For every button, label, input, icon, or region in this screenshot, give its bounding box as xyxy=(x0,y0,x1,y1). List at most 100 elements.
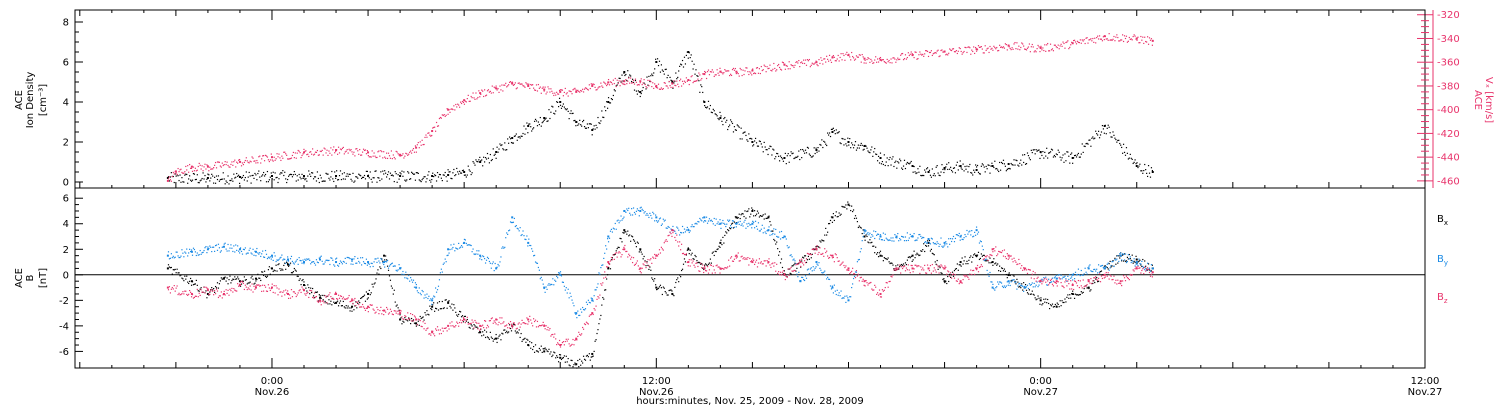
by-dot xyxy=(775,228,777,231)
ion-density-dot xyxy=(1103,132,1105,134)
by-point xyxy=(335,261,338,264)
top-right-tick-label: -440 xyxy=(1437,153,1460,164)
by-dot xyxy=(911,235,913,237)
vx-dot xyxy=(1103,38,1105,41)
by-dot xyxy=(914,239,916,242)
bx-dot xyxy=(640,251,642,253)
bx-dot xyxy=(408,317,410,319)
ion-density-dot xyxy=(625,73,627,76)
bz-dot xyxy=(614,252,616,255)
bz-dot xyxy=(421,325,423,328)
bx-dot xyxy=(739,217,741,220)
ion-density-dot xyxy=(183,181,185,183)
bz-dot xyxy=(312,296,314,299)
vx-dot xyxy=(358,153,360,155)
vx-dot xyxy=(888,59,890,62)
by-dot xyxy=(1106,263,1108,265)
ion-density-dot xyxy=(637,90,639,92)
bx-dot xyxy=(992,264,994,266)
by-dot xyxy=(559,271,562,273)
bx-dot xyxy=(1135,255,1137,257)
bz-dot xyxy=(316,300,319,302)
vx-dot xyxy=(518,82,520,84)
vx-dot xyxy=(209,166,211,168)
bx-dot xyxy=(1001,267,1004,270)
bx-dot xyxy=(600,314,602,317)
by-dot xyxy=(1112,260,1114,263)
bx-dot xyxy=(629,234,631,236)
by-dot xyxy=(393,265,395,267)
by-dot xyxy=(481,259,483,261)
by-dot xyxy=(451,248,453,250)
vx-dot xyxy=(181,171,183,174)
by-dot xyxy=(643,212,645,214)
bz-dot xyxy=(247,287,249,289)
by-dot xyxy=(642,209,644,212)
by-dot xyxy=(1075,274,1078,276)
ion-density-dot xyxy=(906,161,908,164)
vx-dot xyxy=(418,147,420,149)
by-dot xyxy=(449,248,451,251)
ion-density-dot xyxy=(275,177,277,179)
ion-density-dot xyxy=(469,170,471,172)
by-dot xyxy=(1113,265,1115,268)
bz-dot xyxy=(233,287,235,290)
ion-density-dot xyxy=(919,165,921,167)
ion-density-dot xyxy=(855,149,858,151)
vx-dot xyxy=(279,157,281,159)
ion-density-dot xyxy=(229,179,231,182)
vx-dot xyxy=(783,64,785,66)
vx-dot xyxy=(1092,37,1094,40)
bx-dot xyxy=(349,310,351,312)
bx-dot xyxy=(1042,303,1044,305)
by-point xyxy=(831,286,834,289)
by-dot xyxy=(1018,283,1020,285)
vx-dot xyxy=(724,69,726,71)
ion-density-dot xyxy=(283,174,285,177)
ion-density-dot xyxy=(1027,154,1030,157)
vx-dot xyxy=(195,170,197,172)
by-dot xyxy=(1053,277,1055,279)
ion-density-dot xyxy=(1049,151,1052,153)
vx-dot xyxy=(844,59,846,61)
bz-dot xyxy=(168,286,171,288)
bx-dot xyxy=(488,338,491,340)
by-dot xyxy=(273,252,275,254)
bz-dot xyxy=(425,329,427,331)
vx-dot xyxy=(260,162,262,164)
bx-dot xyxy=(359,302,361,304)
bz-dot xyxy=(623,246,625,248)
ion-density-dot xyxy=(705,107,708,109)
ion-density-dot xyxy=(852,147,855,149)
vx-dot xyxy=(545,93,547,95)
bz-dot xyxy=(469,322,471,325)
by-dot xyxy=(544,291,546,293)
vx-dot xyxy=(1009,47,1011,50)
by-dot xyxy=(1019,282,1021,285)
vx-dot xyxy=(597,87,599,89)
ion-density-dot xyxy=(622,80,624,82)
ion-density-dot xyxy=(732,131,735,133)
bx-dot xyxy=(542,348,544,350)
bz-dot xyxy=(285,289,287,291)
by-dot xyxy=(876,233,879,235)
vx-dot xyxy=(492,92,494,94)
vx-dot xyxy=(1091,40,1093,42)
by-dot xyxy=(265,253,268,255)
vx-dot xyxy=(513,83,515,86)
vx-dot xyxy=(983,52,985,54)
bz-dot xyxy=(376,306,378,309)
ion-density-dot xyxy=(1060,159,1062,161)
ion-density-dot xyxy=(1026,152,1029,154)
bx-dot xyxy=(307,284,309,286)
by-dot xyxy=(1045,276,1047,278)
bx-dot xyxy=(709,258,712,260)
bx-dot xyxy=(606,274,609,276)
vx-dot xyxy=(693,80,695,83)
bx-dot xyxy=(729,227,731,229)
by-dot xyxy=(1009,284,1011,287)
bz-dot xyxy=(472,321,474,323)
ion-density-dot xyxy=(316,171,319,173)
by-dot xyxy=(387,267,390,269)
ion-density-dot xyxy=(731,122,734,125)
